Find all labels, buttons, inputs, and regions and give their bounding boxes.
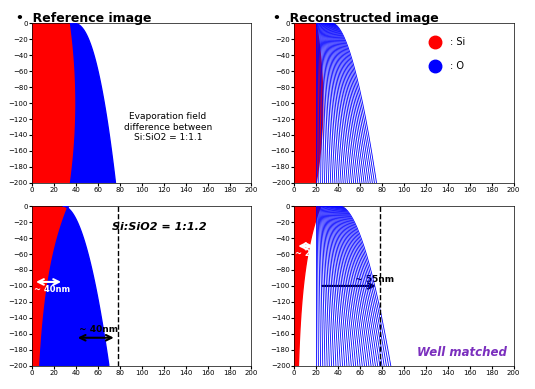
Text: Evaporation field
difference between
Si:SiO2 = 1:1.1: Evaporation field difference between Si:…	[124, 112, 212, 142]
Text: : Si: : Si	[450, 37, 465, 47]
Text: Well matched: Well matched	[417, 346, 507, 359]
Polygon shape	[294, 23, 323, 183]
Text: •  Reference image: • Reference image	[16, 12, 151, 25]
Polygon shape	[32, 23, 76, 183]
Polygon shape	[71, 23, 116, 183]
Polygon shape	[40, 206, 109, 366]
Polygon shape	[32, 206, 68, 366]
Text: ~ 40nm: ~ 40nm	[79, 325, 118, 334]
Text: ~ 55nm: ~ 55nm	[355, 275, 394, 284]
Text: •  Reconstructed image: • Reconstructed image	[273, 12, 439, 25]
Text: Si:SiO2 = 1:1.2: Si:SiO2 = 1:1.2	[112, 222, 207, 232]
Text: ~ 20nm: ~ 20nm	[295, 249, 332, 258]
Polygon shape	[294, 206, 320, 366]
Text: : O: : O	[450, 61, 464, 72]
Text: ~ 40nm: ~ 40nm	[34, 285, 71, 294]
